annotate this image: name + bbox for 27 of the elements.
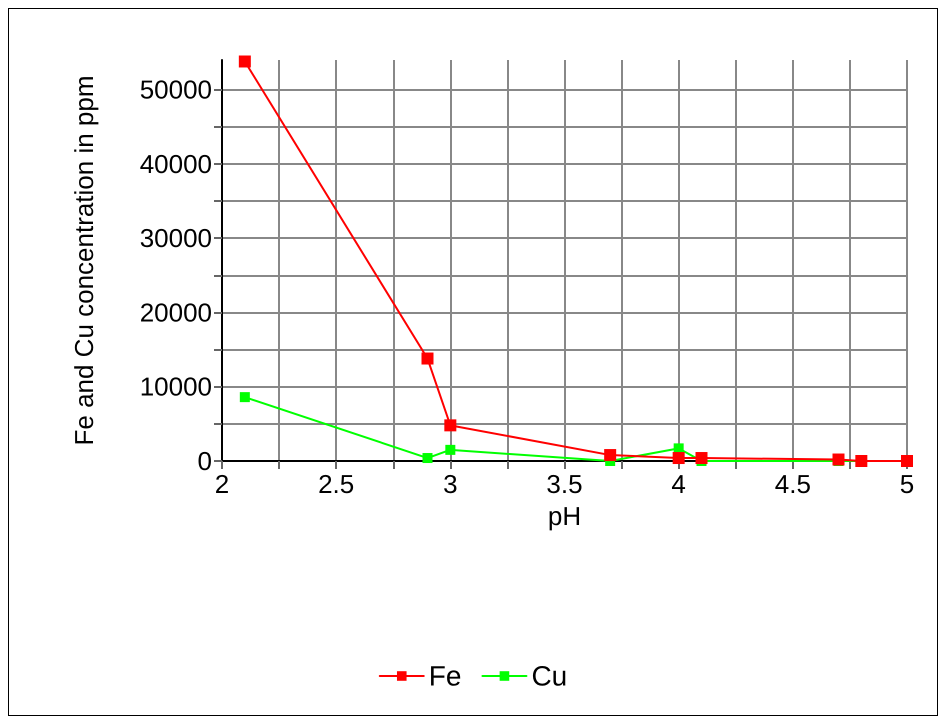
x-tick-label: 5 bbox=[900, 469, 914, 499]
y-tick-label: 50000 bbox=[140, 74, 212, 105]
legend-label: Cu bbox=[531, 660, 568, 692]
point bbox=[696, 452, 708, 464]
y-axis-title: Fe and Cu concentration in ppm bbox=[69, 76, 99, 446]
x-tick-label: 3 bbox=[443, 469, 458, 499]
x-tick-label: 4 bbox=[671, 469, 686, 499]
x-tick-label: 2 bbox=[214, 469, 230, 499]
point bbox=[445, 444, 456, 455]
y-tick-label: 10000 bbox=[140, 372, 212, 402]
point bbox=[422, 453, 432, 464]
point bbox=[444, 419, 456, 432]
point bbox=[672, 452, 685, 464]
x-axis-title: pH bbox=[548, 501, 582, 531]
y-tick-label: 40000 bbox=[140, 148, 212, 179]
point bbox=[832, 454, 844, 466]
x-tick-label: 4.5 bbox=[774, 469, 811, 499]
point bbox=[604, 449, 616, 462]
x-tick-label: 3.5 bbox=[546, 469, 583, 499]
y-tick-label: 20000 bbox=[140, 297, 212, 328]
point bbox=[238, 55, 251, 68]
y-tick-label: 0 bbox=[198, 446, 212, 476]
y-tick-label: 30000 bbox=[140, 223, 212, 254]
point bbox=[422, 352, 434, 365]
legend-label: Fe bbox=[428, 660, 462, 692]
point bbox=[240, 392, 250, 402]
x-tick-label: 2.5 bbox=[318, 469, 354, 499]
